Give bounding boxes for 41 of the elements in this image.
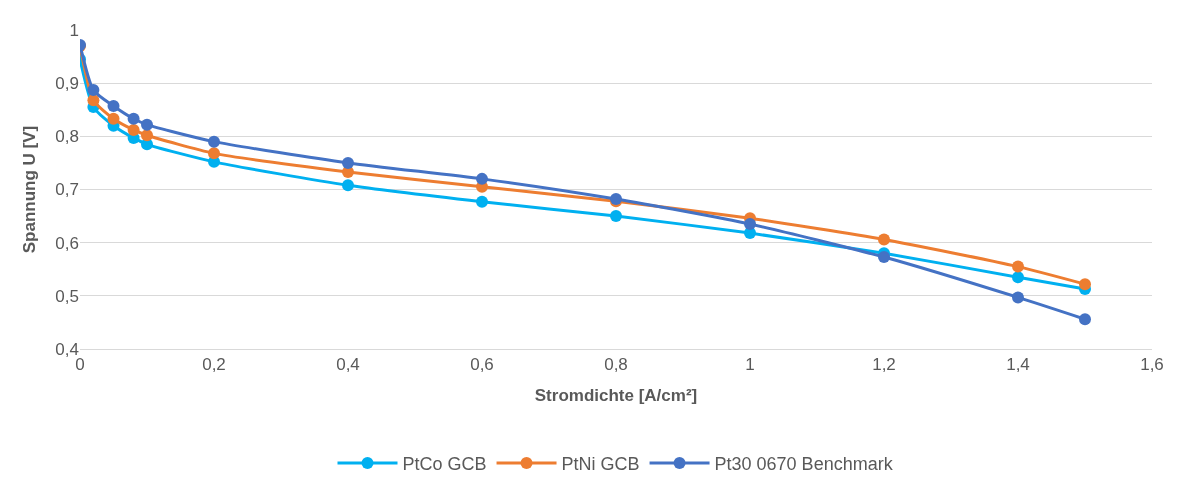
point <box>1079 313 1091 326</box>
point <box>1012 291 1024 304</box>
x-tick-label: 0,4 <box>336 355 360 375</box>
point <box>141 118 153 131</box>
x-tick-label: 1,6 <box>1140 355 1164 375</box>
point <box>107 100 120 113</box>
point <box>476 195 488 208</box>
x-tick-label: 0,2 <box>202 355 226 375</box>
y-tick-label: 1 <box>69 20 79 40</box>
point <box>141 129 153 142</box>
x-tick-label: 0,6 <box>470 355 494 375</box>
y-tick-label: 0,9 <box>55 74 79 94</box>
point <box>878 233 890 246</box>
point <box>127 112 140 125</box>
legend-label: PtNi GCB <box>561 453 640 474</box>
y-tick-label: 0,6 <box>55 233 79 253</box>
x-tick-label: 0,8 <box>604 355 628 375</box>
x-tick-label: 1,2 <box>872 355 896 375</box>
point <box>87 84 100 97</box>
point <box>127 123 140 136</box>
point <box>878 251 890 264</box>
point <box>208 135 220 148</box>
point <box>1012 260 1024 273</box>
point <box>610 210 622 223</box>
point <box>1079 278 1091 291</box>
x-tick-label: 1,4 <box>1006 355 1030 375</box>
y-tick-label: 0,5 <box>55 286 79 306</box>
y-tick-label: 0,7 <box>55 180 79 200</box>
x-tick-label: 1 <box>745 355 755 375</box>
legend-label: PtCo GCB <box>402 453 487 474</box>
point <box>208 147 220 160</box>
y-axis-title: Spannung U [V] <box>19 125 39 254</box>
point <box>342 156 354 169</box>
point <box>476 172 488 185</box>
y-tick-label: 0,8 <box>55 127 79 147</box>
point <box>1012 271 1024 284</box>
point <box>744 218 756 231</box>
legend-label: Pt30 0670 Benchmark <box>714 453 894 474</box>
x-axis-title: Stromdichte [A/cm²] <box>534 385 698 405</box>
point <box>107 112 120 125</box>
point <box>342 179 354 192</box>
